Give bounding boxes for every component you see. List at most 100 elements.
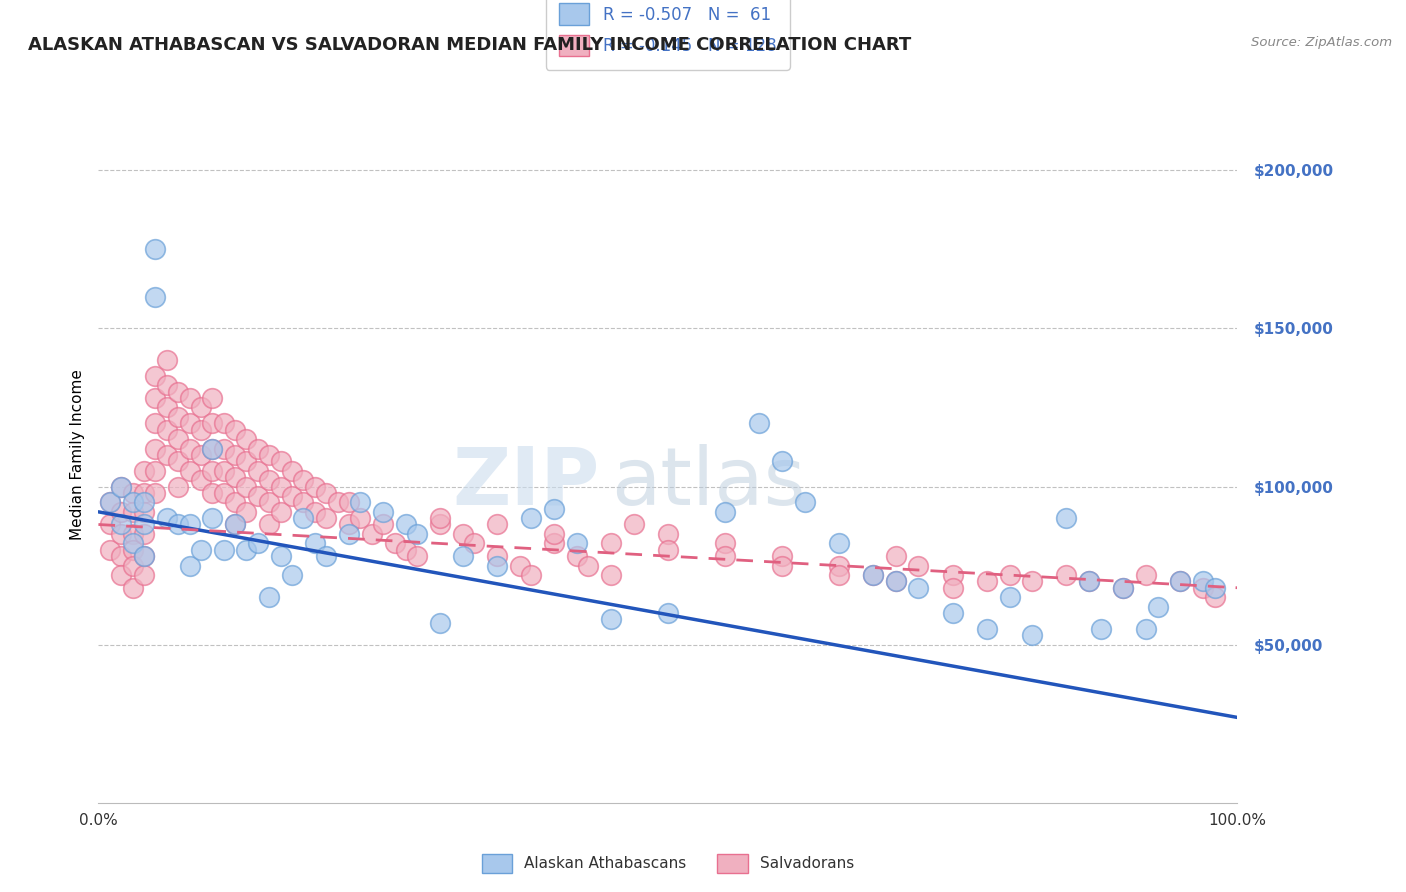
Point xyxy=(543,536,565,550)
Point xyxy=(98,495,121,509)
Point xyxy=(259,448,281,462)
Point xyxy=(520,568,543,582)
Point xyxy=(235,432,257,446)
Point xyxy=(998,591,1021,605)
Point xyxy=(212,542,235,557)
Point xyxy=(212,417,235,431)
Point xyxy=(190,542,212,557)
Point xyxy=(156,423,179,437)
Point xyxy=(1204,591,1226,605)
Point xyxy=(770,454,793,468)
Point xyxy=(132,464,155,478)
Point xyxy=(292,495,315,509)
Point xyxy=(190,473,212,487)
Point xyxy=(224,448,246,462)
Point xyxy=(246,464,269,478)
Point xyxy=(714,505,737,519)
Point xyxy=(145,290,167,304)
Point xyxy=(190,423,212,437)
Point xyxy=(156,378,179,392)
Point xyxy=(110,505,132,519)
Point xyxy=(714,536,737,550)
Point xyxy=(224,495,246,509)
Point xyxy=(224,470,246,484)
Point xyxy=(292,511,315,525)
Point xyxy=(884,574,907,589)
Point xyxy=(942,568,965,582)
Point xyxy=(156,448,179,462)
Point xyxy=(907,558,929,573)
Text: ALASKAN ATHABASCAN VS SALVADORAN MEDIAN FAMILY INCOME CORRELATION CHART: ALASKAN ATHABASCAN VS SALVADORAN MEDIAN … xyxy=(28,36,911,54)
Point xyxy=(167,384,190,399)
Point xyxy=(235,454,257,468)
Point xyxy=(110,549,132,563)
Point xyxy=(179,442,201,456)
Point xyxy=(167,409,190,424)
Point xyxy=(315,549,337,563)
Point xyxy=(167,454,190,468)
Point xyxy=(828,558,851,573)
Point xyxy=(167,479,190,493)
Point xyxy=(793,495,815,509)
Point xyxy=(1146,599,1168,614)
Point xyxy=(304,505,326,519)
Point xyxy=(132,527,155,541)
Point xyxy=(1135,622,1157,636)
Point xyxy=(371,517,394,532)
Point xyxy=(179,464,201,478)
Point xyxy=(270,454,292,468)
Point xyxy=(132,517,155,532)
Point xyxy=(259,495,281,509)
Text: atlas: atlas xyxy=(612,443,806,522)
Point xyxy=(942,606,965,620)
Point xyxy=(121,505,143,519)
Point xyxy=(862,568,884,582)
Point xyxy=(270,549,292,563)
Point xyxy=(98,517,121,532)
Point xyxy=(246,442,269,456)
Point xyxy=(600,612,623,626)
Point xyxy=(179,558,201,573)
Point xyxy=(145,417,167,431)
Point xyxy=(304,536,326,550)
Point xyxy=(235,505,257,519)
Point xyxy=(110,527,132,541)
Point xyxy=(145,368,167,383)
Point xyxy=(132,495,155,509)
Point xyxy=(235,479,257,493)
Point xyxy=(121,558,143,573)
Point xyxy=(270,505,292,519)
Point xyxy=(576,558,599,573)
Point xyxy=(145,464,167,478)
Point xyxy=(259,473,281,487)
Point xyxy=(1204,581,1226,595)
Point xyxy=(976,574,998,589)
Point xyxy=(486,558,509,573)
Point xyxy=(657,606,679,620)
Point xyxy=(201,442,224,456)
Point xyxy=(132,505,155,519)
Point xyxy=(862,568,884,582)
Point xyxy=(156,511,179,525)
Point xyxy=(201,511,224,525)
Point xyxy=(1054,568,1078,582)
Point xyxy=(145,442,167,456)
Point xyxy=(907,581,929,595)
Point xyxy=(121,536,143,550)
Point xyxy=(395,517,418,532)
Point xyxy=(360,527,382,541)
Point xyxy=(121,486,143,500)
Point xyxy=(132,549,155,563)
Point xyxy=(326,495,349,509)
Point xyxy=(259,517,281,532)
Point xyxy=(384,536,406,550)
Point xyxy=(156,401,179,415)
Point xyxy=(281,568,304,582)
Point xyxy=(770,549,793,563)
Point xyxy=(304,479,326,493)
Point xyxy=(942,581,965,595)
Point xyxy=(337,527,360,541)
Point xyxy=(429,511,451,525)
Point xyxy=(486,549,509,563)
Point xyxy=(976,622,998,636)
